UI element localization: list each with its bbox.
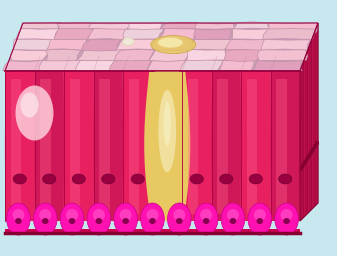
Polygon shape xyxy=(116,39,160,50)
Ellipse shape xyxy=(93,209,105,221)
Polygon shape xyxy=(312,34,314,209)
Ellipse shape xyxy=(315,141,319,146)
Polygon shape xyxy=(225,39,267,50)
Ellipse shape xyxy=(33,203,57,235)
Polygon shape xyxy=(187,39,232,50)
Polygon shape xyxy=(217,79,228,214)
Ellipse shape xyxy=(122,218,129,224)
Polygon shape xyxy=(93,71,123,221)
Polygon shape xyxy=(257,50,308,60)
Ellipse shape xyxy=(299,166,303,171)
Polygon shape xyxy=(232,29,271,40)
Polygon shape xyxy=(247,79,257,214)
Polygon shape xyxy=(34,71,64,221)
Ellipse shape xyxy=(69,218,75,224)
Polygon shape xyxy=(75,60,117,71)
Polygon shape xyxy=(306,50,308,215)
Ellipse shape xyxy=(305,156,309,162)
Ellipse shape xyxy=(7,203,30,235)
Polygon shape xyxy=(5,229,300,235)
Polygon shape xyxy=(153,39,192,50)
Polygon shape xyxy=(314,28,316,207)
Polygon shape xyxy=(188,79,198,214)
Ellipse shape xyxy=(309,150,313,155)
Ellipse shape xyxy=(72,174,85,184)
Polygon shape xyxy=(70,79,80,214)
Ellipse shape xyxy=(66,209,78,221)
Polygon shape xyxy=(253,61,302,71)
Ellipse shape xyxy=(248,203,272,235)
Polygon shape xyxy=(158,29,197,40)
Polygon shape xyxy=(195,23,235,29)
Ellipse shape xyxy=(158,90,176,172)
Ellipse shape xyxy=(39,209,51,221)
Ellipse shape xyxy=(16,86,54,141)
Ellipse shape xyxy=(42,174,56,184)
Polygon shape xyxy=(47,39,87,50)
Polygon shape xyxy=(304,55,306,217)
Ellipse shape xyxy=(229,218,236,224)
Polygon shape xyxy=(187,49,226,61)
Ellipse shape xyxy=(21,92,38,118)
Polygon shape xyxy=(64,71,94,221)
Ellipse shape xyxy=(114,203,137,235)
Polygon shape xyxy=(110,60,151,71)
Ellipse shape xyxy=(131,174,144,184)
Ellipse shape xyxy=(167,203,191,235)
Polygon shape xyxy=(16,29,59,39)
Polygon shape xyxy=(20,23,61,29)
Ellipse shape xyxy=(200,209,212,221)
Polygon shape xyxy=(211,71,241,221)
Ellipse shape xyxy=(301,163,305,168)
Polygon shape xyxy=(54,28,94,40)
Polygon shape xyxy=(160,22,200,29)
Polygon shape xyxy=(88,28,128,40)
Polygon shape xyxy=(152,71,182,79)
Ellipse shape xyxy=(163,101,171,146)
Ellipse shape xyxy=(254,209,266,221)
Polygon shape xyxy=(81,40,120,51)
Ellipse shape xyxy=(311,147,315,152)
Polygon shape xyxy=(5,71,35,221)
Polygon shape xyxy=(13,39,55,50)
Polygon shape xyxy=(77,49,121,61)
Ellipse shape xyxy=(147,209,158,221)
Polygon shape xyxy=(45,49,81,61)
Polygon shape xyxy=(89,23,132,29)
Ellipse shape xyxy=(221,203,245,235)
Ellipse shape xyxy=(151,36,196,54)
Polygon shape xyxy=(144,71,190,221)
Polygon shape xyxy=(194,29,231,40)
Polygon shape xyxy=(99,79,110,214)
Ellipse shape xyxy=(203,218,210,224)
Ellipse shape xyxy=(313,144,317,149)
Ellipse shape xyxy=(149,218,156,224)
Ellipse shape xyxy=(158,38,183,48)
Polygon shape xyxy=(300,23,318,221)
Polygon shape xyxy=(147,60,188,71)
Ellipse shape xyxy=(176,218,183,224)
Polygon shape xyxy=(263,28,318,39)
Polygon shape xyxy=(40,79,51,214)
Polygon shape xyxy=(129,79,139,214)
Ellipse shape xyxy=(102,174,115,184)
Ellipse shape xyxy=(194,203,218,235)
Polygon shape xyxy=(316,23,318,205)
Polygon shape xyxy=(127,23,162,29)
Polygon shape xyxy=(5,23,318,71)
Polygon shape xyxy=(11,79,21,214)
Ellipse shape xyxy=(13,174,26,184)
Ellipse shape xyxy=(87,203,111,235)
Ellipse shape xyxy=(173,209,185,221)
Ellipse shape xyxy=(307,153,311,158)
Ellipse shape xyxy=(275,203,298,235)
Polygon shape xyxy=(241,71,271,221)
Polygon shape xyxy=(57,23,92,29)
Ellipse shape xyxy=(303,160,307,165)
Polygon shape xyxy=(300,66,302,221)
Polygon shape xyxy=(219,60,254,71)
Ellipse shape xyxy=(95,218,102,224)
Polygon shape xyxy=(302,60,304,219)
Polygon shape xyxy=(114,49,155,61)
